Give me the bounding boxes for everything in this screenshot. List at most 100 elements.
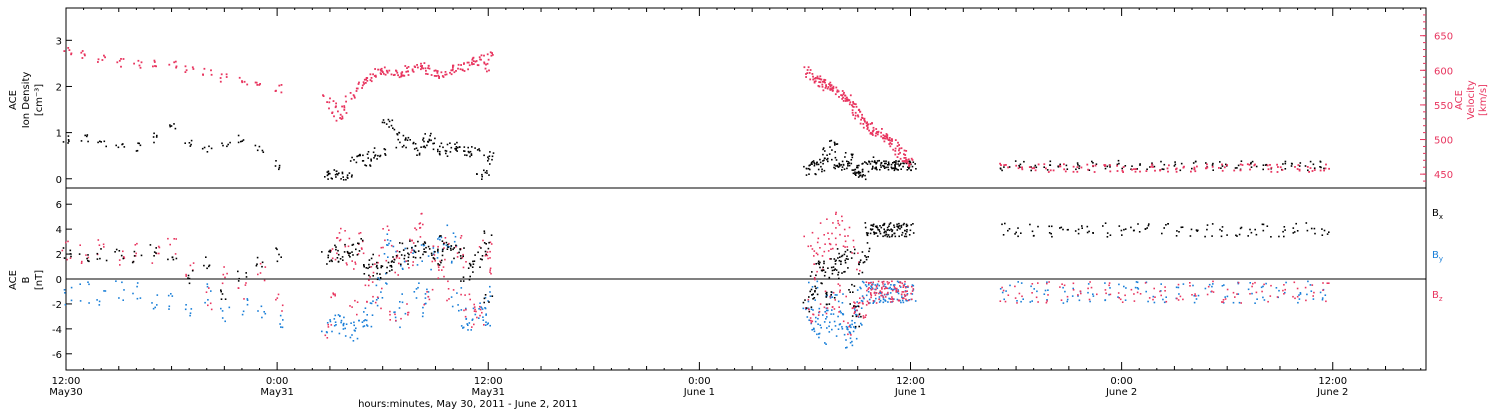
by-point — [482, 319, 485, 321]
by-point — [421, 315, 424, 318]
by-point — [1030, 285, 1032, 288]
bx-point — [440, 259, 443, 262]
by-point — [460, 287, 463, 289]
density-point — [869, 163, 872, 165]
density-point — [897, 169, 899, 171]
bz-point — [819, 247, 821, 249]
velocity-point — [1298, 168, 1301, 171]
density-point — [871, 167, 874, 169]
bz-point — [475, 310, 477, 313]
density-point — [454, 143, 456, 145]
velocity-point — [881, 128, 883, 130]
velocity-point — [1249, 168, 1251, 171]
density-point — [1106, 165, 1109, 168]
density-point — [466, 154, 468, 157]
bx-point — [358, 250, 361, 252]
bz-point — [883, 287, 886, 290]
by-point — [98, 300, 101, 303]
velocity-point — [1311, 170, 1314, 172]
bz-point — [875, 288, 877, 291]
bx-point — [1284, 229, 1286, 231]
bx-point — [367, 267, 369, 270]
density-point — [1160, 160, 1162, 163]
bz-point — [380, 307, 382, 310]
bx-point — [208, 264, 211, 267]
density-point — [895, 161, 897, 164]
velocity-point — [1167, 170, 1169, 173]
by-point — [438, 236, 440, 239]
velocity-point — [1193, 166, 1196, 169]
by-point — [489, 291, 491, 293]
velocity-point — [1313, 169, 1316, 171]
by-point — [896, 280, 899, 283]
density-point — [261, 149, 264, 152]
by-point — [479, 302, 481, 304]
bx-point — [1130, 226, 1132, 229]
density-point — [374, 154, 377, 156]
by-point — [118, 297, 120, 299]
density-point — [384, 153, 386, 155]
by-point — [329, 319, 331, 321]
density-point — [169, 124, 171, 126]
bx-point — [330, 259, 333, 261]
bx-point — [1221, 226, 1224, 228]
bx-point — [882, 235, 884, 238]
density-point — [391, 119, 394, 122]
velocity-point — [897, 153, 900, 155]
bz-point — [358, 232, 360, 235]
density-point — [454, 147, 456, 150]
by-point — [400, 265, 402, 267]
bx-point — [417, 240, 419, 243]
by-point — [377, 297, 379, 299]
velocity-point — [903, 160, 906, 163]
velocity-point — [357, 83, 360, 85]
density-point — [851, 156, 854, 159]
bx-point — [356, 254, 359, 256]
bz-point — [813, 255, 815, 257]
velocity-point — [1072, 165, 1075, 168]
velocity-point — [491, 54, 494, 56]
bz-point — [842, 245, 845, 247]
density-point — [476, 173, 478, 175]
by-point — [837, 315, 839, 318]
by-point — [478, 308, 480, 310]
bz-point — [1072, 282, 1075, 285]
velocity-point — [425, 72, 427, 75]
bx-point — [868, 250, 870, 253]
bx-point — [815, 287, 817, 290]
density-point — [489, 163, 491, 165]
velocity-point — [184, 65, 187, 68]
by-point — [484, 324, 487, 326]
density-point — [1191, 167, 1193, 170]
density-point — [1255, 165, 1258, 168]
bz-point — [151, 262, 154, 264]
bx-point — [462, 276, 465, 278]
bx-point — [390, 266, 393, 268]
bz-point — [398, 262, 400, 265]
by-point — [389, 240, 392, 242]
bx-point — [816, 293, 819, 296]
bz-point — [826, 218, 828, 220]
velocity-point — [483, 62, 486, 65]
by-point — [1044, 289, 1047, 292]
by-point — [356, 337, 359, 340]
bz-point — [123, 257, 126, 259]
bz-point — [810, 245, 812, 247]
density-point — [861, 170, 864, 173]
by-point — [901, 299, 904, 302]
bz-point — [829, 243, 832, 246]
density-point — [854, 171, 856, 173]
bottom-left-ylabel: ACE B [nT] — [8, 270, 45, 290]
by-point — [361, 321, 364, 323]
by-point — [856, 289, 859, 291]
velocity-point — [444, 73, 447, 76]
bz-point — [1014, 297, 1017, 299]
density-point — [873, 160, 876, 162]
bx-point — [833, 269, 835, 271]
bz-point — [397, 274, 399, 276]
bz-point — [192, 262, 195, 264]
bx-point — [844, 261, 847, 264]
density-point — [1237, 164, 1240, 167]
bx-point — [400, 254, 403, 256]
